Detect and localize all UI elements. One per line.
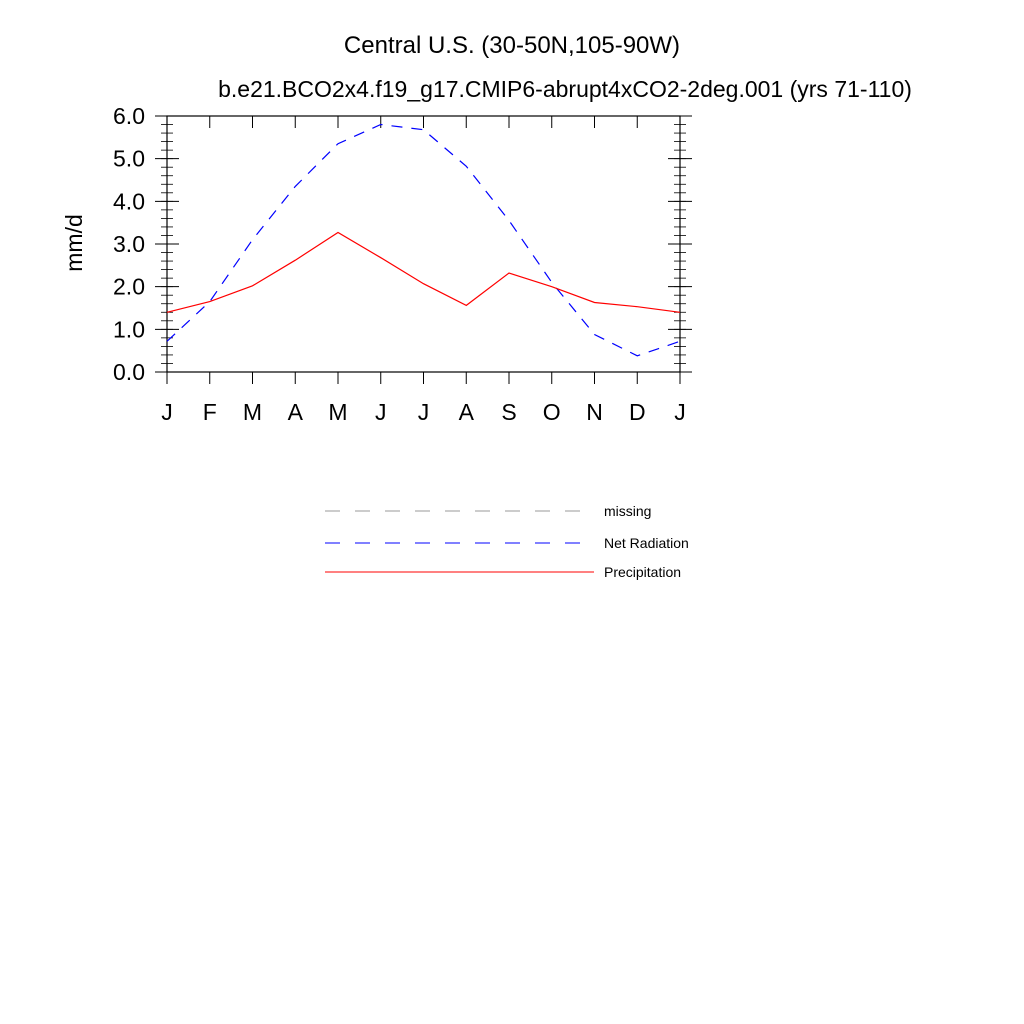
plot-area bbox=[166, 115, 681, 373]
y-tick-label: 4.0 bbox=[113, 188, 145, 214]
y-axis-label: mm/d bbox=[61, 214, 87, 272]
y-tick-label: 1.0 bbox=[113, 316, 145, 342]
x-tick-label: J bbox=[418, 399, 430, 425]
x-tick-label: M bbox=[243, 399, 262, 425]
legend-label: Net Radiation bbox=[604, 535, 689, 551]
x-tick-label: O bbox=[543, 399, 561, 425]
series-line-net-radiation bbox=[166, 123, 681, 357]
x-tick-label: J bbox=[161, 399, 173, 425]
chart-title: Central U.S. (30-50N,105-90W) bbox=[344, 32, 680, 59]
legend: missing Net Radiation Precipitation bbox=[325, 503, 689, 580]
x-tick-label: N bbox=[586, 399, 603, 425]
series-lines bbox=[166, 123, 681, 357]
x-tick-label: J bbox=[375, 399, 387, 425]
x-tick-label: J bbox=[674, 399, 686, 425]
legend-label: missing bbox=[604, 503, 651, 519]
x-tick-label: A bbox=[459, 399, 475, 425]
series-line-precipitation bbox=[166, 231, 681, 313]
y-tick-label: 2.0 bbox=[113, 274, 145, 300]
x-tick-label: M bbox=[328, 399, 347, 425]
y-tick-label: 5.0 bbox=[113, 146, 145, 172]
x-tick-label: A bbox=[288, 399, 304, 425]
y-tick-label: 3.0 bbox=[113, 231, 145, 257]
x-tick-label: D bbox=[629, 399, 646, 425]
legend-label: Precipitation bbox=[604, 564, 681, 580]
chart-subtitle: b.e21.BCO2x4.f19_g17.CMIP6-abrupt4xCO2-2… bbox=[218, 76, 912, 102]
x-tick-label: F bbox=[203, 399, 217, 425]
axis-ticks bbox=[155, 115, 692, 384]
y-tick-label: 0.0 bbox=[113, 359, 145, 385]
y-tick-labels: 0.0 1.0 2.0 3.0 4.0 5.0 6.0 bbox=[113, 103, 145, 385]
y-tick-label: 6.0 bbox=[113, 103, 145, 129]
x-tick-label: S bbox=[501, 399, 516, 425]
